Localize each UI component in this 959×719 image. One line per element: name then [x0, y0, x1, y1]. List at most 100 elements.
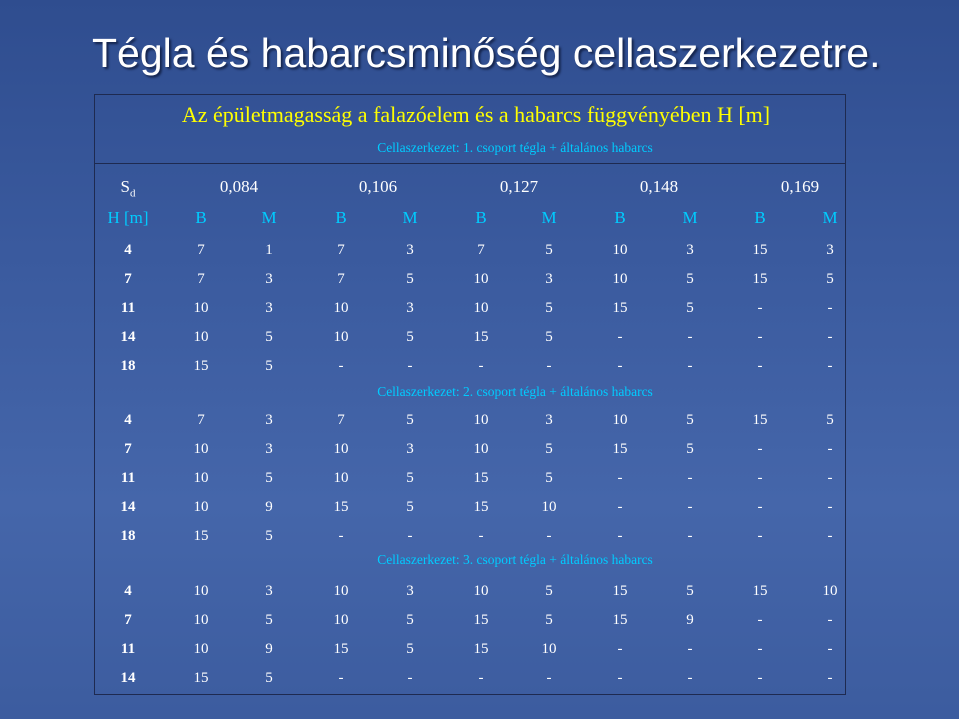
table-cell: 3 [265, 583, 273, 599]
table-cell: 10 [333, 583, 349, 599]
table-cell: - [617, 470, 623, 486]
table-cell: 10 [541, 499, 557, 515]
table-cell: - [546, 528, 552, 544]
table-cell: 5 [545, 441, 553, 457]
column-header: B [335, 208, 347, 227]
sd-label-sub: d [129, 187, 136, 200]
table-row: 7 10 5 10 5 15 5 15 9 - - [0, 609, 959, 631]
table-cell: - [687, 528, 693, 544]
table-cell: 5 [406, 612, 414, 628]
table-cell: 15 [612, 300, 628, 316]
table-cell: 15 [612, 441, 628, 457]
table-cell: - [617, 670, 623, 686]
table-cell: 3 [826, 242, 834, 258]
table-cell: - [338, 358, 344, 374]
table-cell: 5 [545, 583, 553, 599]
table-cell: - [827, 470, 833, 486]
table-cell: - [617, 528, 623, 544]
table-cell: 3 [265, 412, 273, 428]
row-height-label: 4 [124, 583, 132, 599]
table-cell: 15 [473, 612, 489, 628]
table-cell: 15 [473, 499, 489, 515]
column-header: B [475, 208, 487, 227]
table-cell: 5 [826, 271, 834, 287]
row-height-label: 7 [124, 612, 132, 628]
table-cell: - [407, 358, 413, 374]
column-header: H [m] [107, 208, 149, 227]
table-cell: - [757, 670, 763, 686]
table-cell: - [617, 641, 623, 657]
table-cell: - [687, 358, 693, 374]
table-cell: 10 [473, 412, 489, 428]
table-cell: - [687, 329, 693, 345]
table-cell: 7 [337, 242, 345, 258]
sd-label: Sd [98, 176, 158, 204]
table-cell: 5 [406, 329, 414, 345]
table-cell: 9 [265, 641, 273, 657]
table-cell: 5 [545, 612, 553, 628]
table-cell: 7 [197, 412, 205, 428]
row-height-label: 7 [124, 441, 132, 457]
row-height-label: 14 [120, 329, 136, 345]
table-cell: - [757, 300, 763, 316]
table-row: 7 7 3 7 5 10 3 10 5 15 5 [0, 268, 959, 290]
table-cell: 5 [406, 412, 414, 428]
table-row: 14 10 5 10 5 15 5 - - - - [0, 326, 959, 348]
table-cell: 10 [333, 300, 349, 316]
table-cell: 10 [193, 470, 209, 486]
table-cell: 10 [193, 641, 209, 657]
table-cell: - [407, 528, 413, 544]
row-height-label: 7 [124, 271, 132, 287]
table-row: 4 10 3 10 3 10 5 15 5 15 10 [0, 580, 959, 602]
table-cell: 10 [193, 499, 209, 515]
table-cell: - [757, 358, 763, 374]
row-height-label: 11 [120, 470, 136, 486]
slide-title: Tégla és habarcsminőség cellaszerkezetre… [92, 30, 881, 76]
table-cell: 15 [193, 670, 209, 686]
sd-value: 0,106 [358, 177, 398, 196]
table-cell: 15 [193, 528, 209, 544]
table-cell: 10 [612, 412, 628, 428]
column-header: B [754, 208, 766, 227]
column-header: M [541, 208, 557, 227]
table-cell: 15 [752, 271, 768, 287]
table-cell: - [827, 641, 833, 657]
table-cell: 3 [265, 441, 273, 457]
table-cell: 10 [193, 300, 209, 316]
table-cell: 3 [265, 300, 273, 316]
table-cell: 3 [406, 242, 414, 258]
table-row: 4 7 3 7 5 10 3 10 5 15 5 [0, 409, 959, 431]
table-row: 7 10 3 10 3 10 5 15 5 - - [0, 438, 959, 460]
table-cell: - [757, 612, 763, 628]
table-cell: - [757, 499, 763, 515]
table-cell: 10 [473, 583, 489, 599]
table-cell: 10 [193, 612, 209, 628]
table-cell: 3 [406, 441, 414, 457]
table-cell: - [827, 441, 833, 457]
table-cell: - [338, 670, 344, 686]
table-row: 11 10 3 10 3 10 5 15 5 - - [0, 297, 959, 319]
column-header: M [682, 208, 698, 227]
table-cell: - [757, 470, 763, 486]
table-cell: 10 [473, 300, 489, 316]
table-row: 18 15 5 - - - - - - - - [0, 525, 959, 547]
table-cell: 10 [822, 583, 838, 599]
table-cell: 9 [686, 612, 694, 628]
table-cell: 5 [686, 412, 694, 428]
table-cell: 15 [473, 470, 489, 486]
row-height-label: 18 [120, 358, 136, 374]
sd-value: 0,084 [219, 177, 259, 196]
table-cell: 15 [612, 583, 628, 599]
row-height-label: 18 [120, 528, 136, 544]
table-cell: 15 [333, 641, 349, 657]
table-cell: 5 [686, 271, 694, 287]
table-cell: 10 [333, 329, 349, 345]
group-label: Cellaszerkezet: 3. csoport tégla + által… [377, 552, 653, 567]
sd-label-main: S [120, 177, 130, 196]
sd-value: 0,148 [639, 177, 679, 196]
table-cell: - [757, 641, 763, 657]
table-cell: - [617, 499, 623, 515]
table-cell: 3 [545, 412, 553, 428]
table-cell: 7 [197, 242, 205, 258]
table-cell: 5 [265, 358, 273, 374]
